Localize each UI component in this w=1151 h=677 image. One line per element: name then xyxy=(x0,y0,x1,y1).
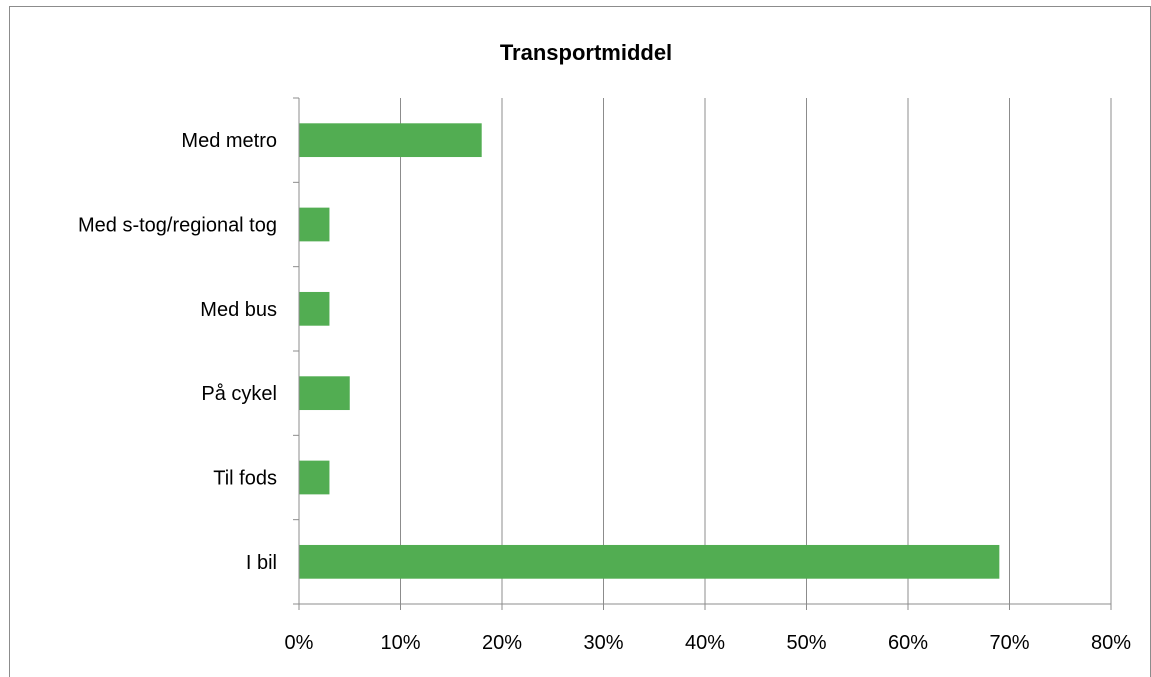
x-tick-label: 30% xyxy=(583,632,623,654)
labels: Med metro Med s-tog/regional tog Med bus På… xyxy=(78,130,1131,654)
bar-med-metro xyxy=(299,123,482,158)
bar-i-bil xyxy=(299,544,1000,579)
chart-title: Transportmiddel xyxy=(500,40,672,65)
bar-p-cykel xyxy=(299,376,350,411)
x-tick-label: 20% xyxy=(482,632,522,654)
axes xyxy=(293,97,1112,610)
bar-med-bus xyxy=(299,291,330,326)
x-tick-label: 70% xyxy=(989,632,1029,654)
x-tick-label: 40% xyxy=(685,632,725,654)
gridlines xyxy=(400,98,1112,604)
x-tick-label: 0% xyxy=(285,632,314,654)
category-label: I bil xyxy=(246,552,277,574)
x-tick-label: 80% xyxy=(1091,632,1131,654)
bar-til-fods xyxy=(299,460,330,495)
category-label: Til fods xyxy=(213,468,277,490)
x-tick-label: 10% xyxy=(380,632,420,654)
category-label: Med metro xyxy=(181,130,277,152)
x-tick-label: 60% xyxy=(888,632,928,654)
category-label: Med s-tog/regional tog xyxy=(78,215,277,237)
category-label: På cykel xyxy=(201,383,277,405)
bar-med-s-tog-regional-tog xyxy=(299,207,330,242)
bars xyxy=(299,123,1000,579)
category-label: Med bus xyxy=(200,299,277,321)
x-tick-label: 50% xyxy=(786,632,826,654)
